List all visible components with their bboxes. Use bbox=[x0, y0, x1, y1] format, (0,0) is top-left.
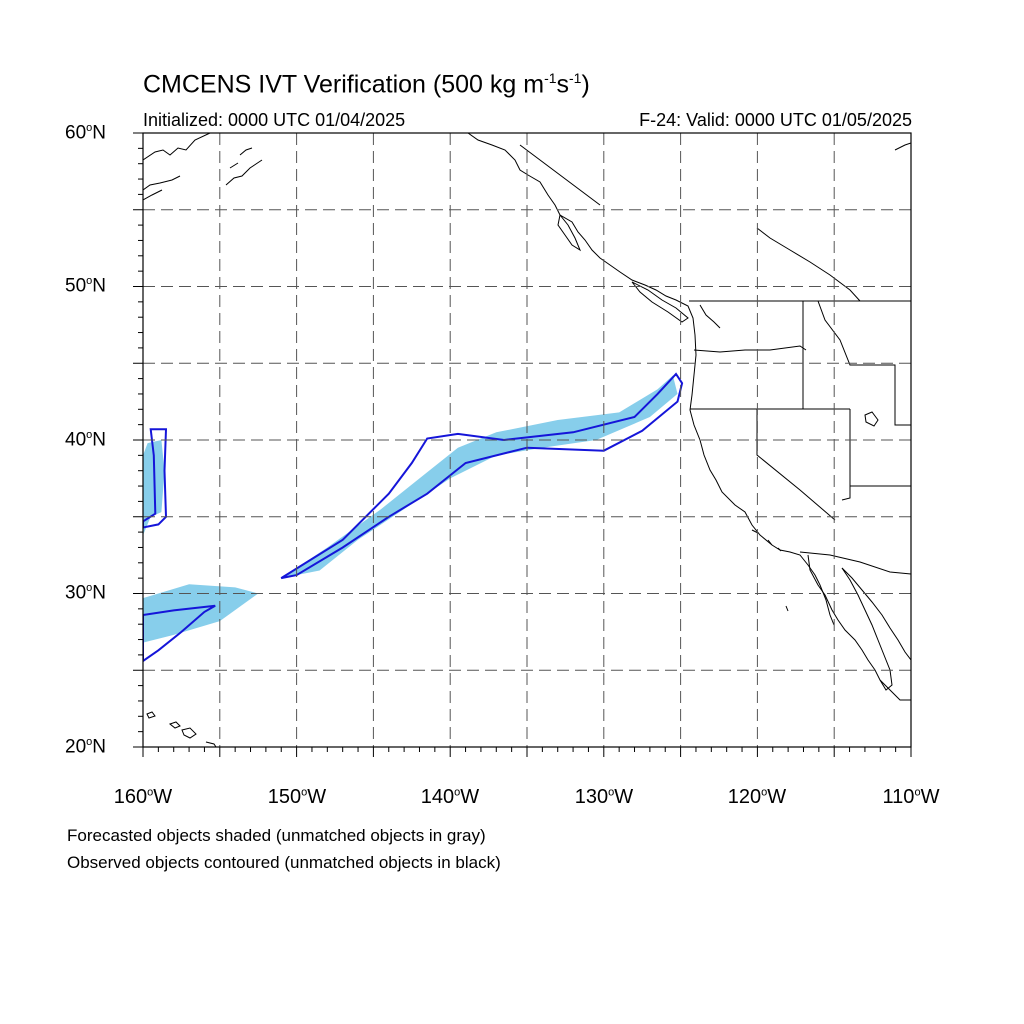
title-suffix: ) bbox=[581, 70, 590, 99]
mexico-coast bbox=[841, 567, 911, 701]
lon-label-150w: 150oW bbox=[267, 786, 327, 808]
title-sup1: -1 bbox=[544, 70, 557, 86]
observed-contour-2 bbox=[143, 428, 168, 529]
title-mid: s bbox=[556, 70, 570, 99]
alaska-east-coast bbox=[894, 142, 911, 151]
initialized-time: Initialized: 0000 UTC 01/04/2025 bbox=[143, 110, 406, 130]
lat-label-40n: 40oN bbox=[65, 429, 106, 451]
lon-label-130w: 130oW bbox=[574, 786, 634, 808]
us-mexico-border bbox=[799, 551, 911, 575]
alaska-islands bbox=[225, 147, 263, 186]
map-title: CMCENS IVT Verification (500 kg m-1s-1) bbox=[143, 70, 590, 99]
valid-time: F-24: Valid: 0000 UTC 01/05/2025 bbox=[639, 110, 912, 130]
alaska-islands-south bbox=[557, 213, 582, 252]
grid-lines bbox=[143, 133, 911, 747]
observed-contour-0 bbox=[280, 372, 684, 580]
observed-contour-1 bbox=[143, 604, 216, 663]
title-prefix: CMCENS IVT Verification (500 kg m bbox=[143, 70, 545, 99]
lat-label-50n: 50oN bbox=[65, 275, 106, 297]
lat-label-30n: 30oN bbox=[65, 582, 106, 604]
us-west-coast bbox=[689, 354, 835, 626]
montana-border bbox=[817, 300, 911, 426]
alaska-panhandle-border bbox=[519, 144, 601, 206]
baja-california bbox=[807, 554, 893, 691]
axis-ticks bbox=[133, 132, 912, 757]
forecast-objects-layer bbox=[143, 375, 678, 643]
bc-interior-coast bbox=[756, 227, 861, 302]
forecast-object-1 bbox=[143, 584, 259, 643]
forecast-objects-note: Forecasted objects shaded (unmatched obj… bbox=[67, 826, 486, 845]
alaska-coast bbox=[143, 133, 211, 201]
vancouver-island bbox=[631, 281, 689, 323]
great-salt-lake bbox=[864, 411, 879, 427]
lon-label-140w: 140oW bbox=[420, 786, 480, 808]
puget-sound bbox=[699, 304, 721, 329]
observed-objects-layer bbox=[143, 372, 684, 663]
lat-label-60n: 60oN bbox=[65, 122, 106, 144]
lat-label-20n: 20oN bbox=[65, 736, 106, 758]
lon-label-110w: 110oW bbox=[882, 786, 940, 808]
channel-islands bbox=[751, 529, 789, 612]
observed-objects-note: Observed objects contoured (unmatched ob… bbox=[67, 853, 501, 872]
lon-label-160w: 160oW bbox=[113, 786, 173, 808]
nevada-arizona-border bbox=[841, 409, 851, 501]
plot-frame bbox=[142, 132, 912, 748]
lon-label-120w: 120oW bbox=[727, 786, 787, 808]
northwest-coast bbox=[467, 133, 697, 356]
title-sup2: -1 bbox=[569, 70, 582, 86]
hawaii-islands bbox=[146, 711, 217, 747]
forecast-object-0 bbox=[281, 375, 678, 579]
